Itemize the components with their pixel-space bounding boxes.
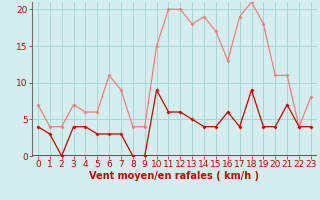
X-axis label: Vent moyen/en rafales ( km/h ): Vent moyen/en rafales ( km/h ) — [89, 171, 260, 181]
